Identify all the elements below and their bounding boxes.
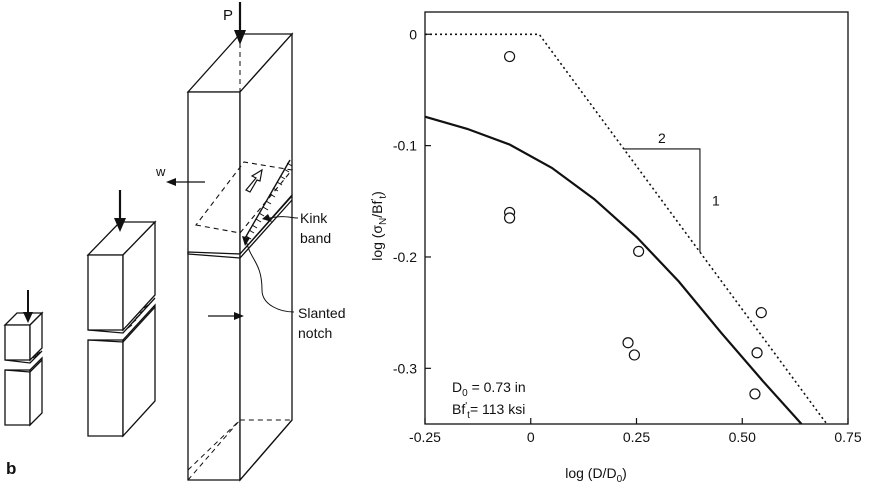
y-axis-label: log (σN/Bf't) <box>369 191 389 261</box>
x-axis: -0.25 0 0.25 0.50 0.75 <box>409 418 862 445</box>
notch-leader <box>245 239 295 313</box>
y-tick-label: -0.3 <box>393 360 417 376</box>
slope-label-side: 1 <box>712 192 720 208</box>
specimen-medium <box>86 220 157 438</box>
width-arrow-left <box>166 178 205 186</box>
y-axis: 0 -0.1 -0.2 -0.3 <box>393 26 431 376</box>
x-tick-label: 0.75 <box>834 429 861 445</box>
kink-band-label-line2: band <box>300 230 331 246</box>
panel-label: b <box>6 459 16 478</box>
chart: -0.25 0 0.25 0.50 0.75 0-0.1-0.2-0.3 21 <box>393 11 862 445</box>
specimen-small <box>3 311 44 427</box>
notch-label-line2: notch <box>298 325 332 341</box>
fit-curve <box>425 115 803 424</box>
load-arrow-medium <box>114 190 126 232</box>
data-point <box>633 245 645 258</box>
slope-triangle-legs <box>623 148 701 253</box>
x-tick-label: 0.50 <box>729 429 756 445</box>
x-tick-label: 0 <box>527 429 535 445</box>
y-tick-label: -0.1 <box>393 138 417 154</box>
chart-lines <box>425 33 828 424</box>
x-axis-label: log (D/D0) <box>565 465 627 483</box>
kink-band-label-line1: Kink <box>300 210 328 226</box>
x-tick-label: -0.25 <box>409 429 441 445</box>
slope-triangle: 21 <box>623 130 720 253</box>
kink-band-leader <box>269 216 299 219</box>
load-arrow-large <box>234 2 246 45</box>
width-label: w <box>155 164 166 179</box>
x-tick-label: 0.25 <box>623 429 650 445</box>
data-point <box>622 337 634 349</box>
data-point <box>755 307 767 319</box>
annotation-bft: Bf't= 113 ksi <box>452 401 525 421</box>
data-point <box>749 388 761 400</box>
y-tick-label: -0.2 <box>393 249 417 265</box>
annotation-d0: D0 = 0.73 in <box>452 379 526 399</box>
width-arrow-right <box>208 312 244 320</box>
data-point <box>504 212 516 224</box>
y-tick-label: 0 <box>409 26 417 42</box>
x-axis-label-sub: 0 <box>617 474 623 483</box>
load-arrow-small <box>23 290 33 323</box>
specimen-diagram <box>3 2 299 482</box>
slip-arrow-icon <box>245 168 263 193</box>
asymptote-line <box>425 33 828 424</box>
data-point <box>751 347 763 359</box>
load-label: P <box>223 7 233 24</box>
notch-label-line1: Slanted <box>298 305 345 321</box>
slope-label-top: 2 <box>658 130 666 146</box>
data-point <box>504 50 516 63</box>
data-point <box>628 349 640 361</box>
plot-frame <box>424 11 849 425</box>
specimen-large <box>186 32 294 482</box>
chart-points <box>504 50 767 400</box>
